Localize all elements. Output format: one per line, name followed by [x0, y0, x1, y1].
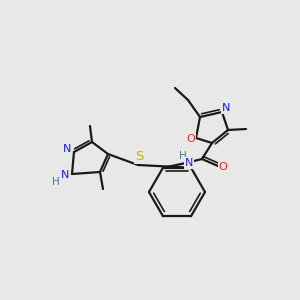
Text: N: N	[185, 158, 193, 168]
Text: H: H	[179, 151, 187, 161]
Text: N: N	[222, 103, 230, 113]
Text: N: N	[61, 170, 69, 180]
Text: O: O	[219, 162, 227, 172]
Text: S: S	[135, 151, 143, 164]
Text: O: O	[187, 134, 195, 144]
Text: H: H	[52, 177, 60, 187]
Text: N: N	[63, 144, 71, 154]
